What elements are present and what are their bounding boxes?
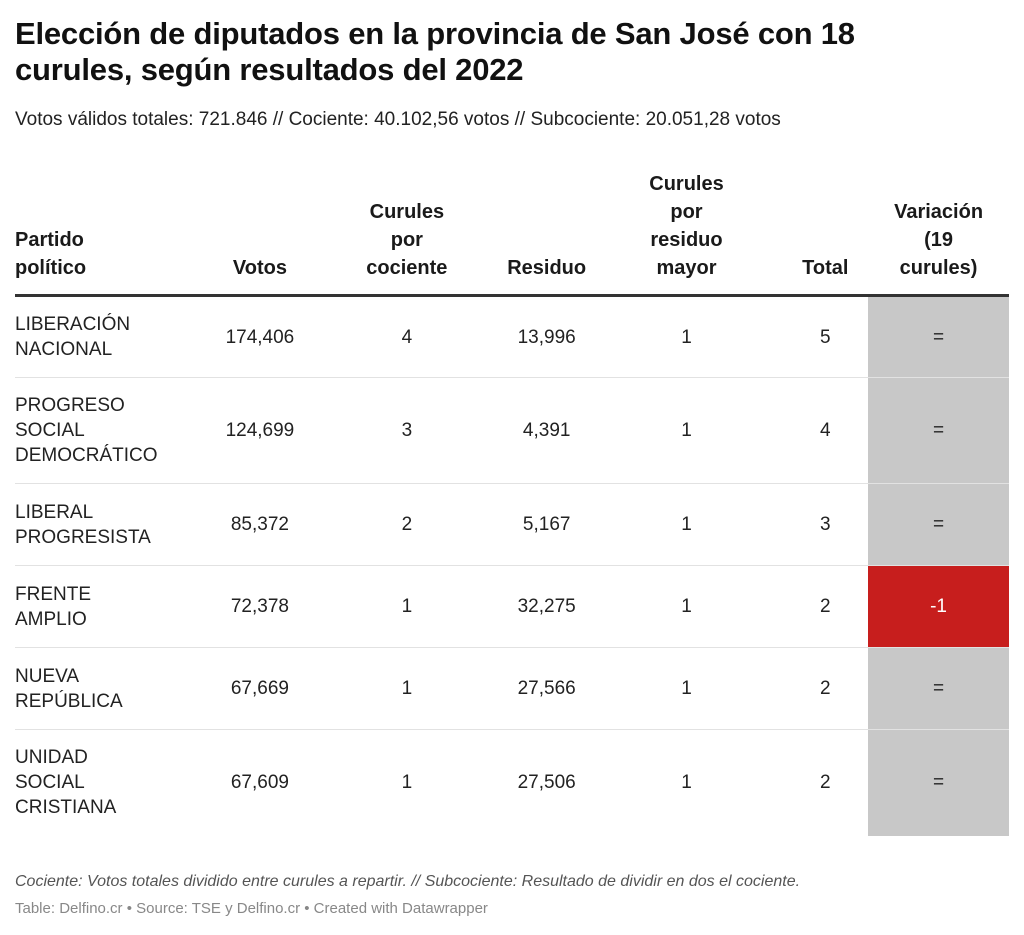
table-header: Partido político Votos Curules por cociente… bbox=[15, 170, 1009, 297]
cell-curules-residuo-mayor: 1 bbox=[590, 483, 783, 566]
cell-partido: LIBERAL PROGRESISTA bbox=[15, 483, 209, 566]
cell-variacion: = bbox=[868, 729, 1009, 836]
cell-residuo: 27,506 bbox=[517, 772, 576, 794]
cell-variacion: = bbox=[868, 377, 1009, 484]
cell-curules-residuo-mayor: 1 bbox=[590, 565, 783, 648]
cell-residuo: 13,996 bbox=[502, 295, 591, 378]
cell-curules-cociente: 1 bbox=[310, 565, 503, 648]
chart-credit: Table: Delfino.cr • Source: TSE y Delfin… bbox=[15, 900, 488, 917]
header-row: Partido político Votos Curules por cociente… bbox=[15, 170, 1009, 297]
cell-votos: 124,699 bbox=[208, 377, 311, 484]
cell-residuo: 4,391 bbox=[502, 377, 591, 484]
cell-variacion: = bbox=[868, 295, 1009, 378]
cell-variacion: -1 bbox=[868, 565, 1009, 648]
cell-votos: 85,372 bbox=[208, 483, 311, 566]
table-row: FRENTE AMPLIO 72,378 1 32,275 1 2 -1 bbox=[15, 565, 1009, 648]
table-row: LIBERAL PROGRESISTA 85,372 2 5,167 1 3 = bbox=[15, 483, 1009, 566]
cell-residuo: 32,275 bbox=[502, 565, 591, 648]
cell-partido: FRENTE AMPLIO bbox=[15, 565, 209, 648]
cell-curules-residuo-mayor: 1 bbox=[681, 772, 692, 794]
cell-curules-cociente: 1 bbox=[310, 647, 503, 730]
cell-total: 5 bbox=[782, 295, 869, 378]
col-header-curules-cociente: Curules por cociente bbox=[310, 170, 503, 297]
col-header-residuo: Residuo bbox=[502, 170, 591, 297]
table-row: PROGRESO SOCIAL DEMOCRÁTICO 124,699 3 4,391 1 4… bbox=[15, 377, 1009, 484]
cell-variacion: = bbox=[868, 647, 1009, 730]
cell-residuo: 27,566 bbox=[502, 647, 591, 730]
results-table: Partido político Votos Curules por cociente… bbox=[15, 170, 1009, 836]
cell-total: 2 bbox=[782, 647, 869, 730]
cell-residuo: 5,167 bbox=[502, 483, 591, 566]
cell-curules-cociente: 1 bbox=[401, 772, 413, 794]
chart-subtitle: Votos válidos totales: 721.846 // Cocien… bbox=[15, 109, 781, 130]
cell-curules-cociente: 2 bbox=[310, 483, 503, 566]
cell-votos: 72,378 bbox=[208, 565, 311, 648]
cell-total: 3 bbox=[782, 483, 869, 566]
cell-curules-cociente: 3 bbox=[310, 377, 503, 484]
cell-curules-cociente: 4 bbox=[310, 295, 503, 378]
col-header-curules-residuo-mayor: Curules por residuo mayor bbox=[590, 170, 783, 297]
table-row: NUEVA REPÚBLICA 67,669 1 27,566 1 2 = bbox=[15, 647, 1009, 730]
chart-title: Elección de diputados en la provincia de… bbox=[15, 16, 855, 87]
cell-curules-residuo-mayor: 1 bbox=[590, 295, 783, 378]
table-body: LIBERACIÓN NACIONAL 174,406 4 13,996 1 5 = PROGR… bbox=[15, 295, 1009, 836]
chart-notes: Cociente: Votos totales dividido entre c… bbox=[15, 873, 801, 890]
cell-total: 4 bbox=[782, 377, 869, 484]
cell-variacion: = bbox=[868, 483, 1009, 566]
col-header-variacion: Variación (19 curules) bbox=[868, 170, 1009, 297]
table-row: LIBERACIÓN NACIONAL 174,406 4 13,996 1 5 = bbox=[15, 295, 1009, 378]
col-header-votos: Votos bbox=[208, 170, 311, 297]
cell-total: 2 bbox=[819, 772, 831, 794]
col-header-partido: Partido político bbox=[15, 170, 209, 297]
col-header-total: Total bbox=[782, 170, 869, 297]
cell-curules-residuo-mayor: 1 bbox=[590, 647, 783, 730]
cell-votos: 174,406 bbox=[208, 295, 311, 378]
cell-votos: 67,609 bbox=[230, 772, 289, 794]
cell-partido: LIBERACIÓN NACIONAL bbox=[15, 295, 209, 378]
cell-partido: PROGRESO SOCIAL DEMOCRÁTICO bbox=[15, 377, 209, 484]
cell-partido: NUEVA REPÚBLICA bbox=[15, 647, 209, 730]
table-row: UNIDAD SOCIAL CRISTIANA 67,609 1 27,506 1 2 = bbox=[15, 729, 1009, 836]
cell-curules-residuo-mayor: 1 bbox=[590, 377, 783, 484]
cell-partido: UNIDAD SOCIAL CRISTIANA bbox=[15, 747, 117, 819]
cell-votos: 67,669 bbox=[208, 647, 311, 730]
cell-total: 2 bbox=[782, 565, 869, 648]
